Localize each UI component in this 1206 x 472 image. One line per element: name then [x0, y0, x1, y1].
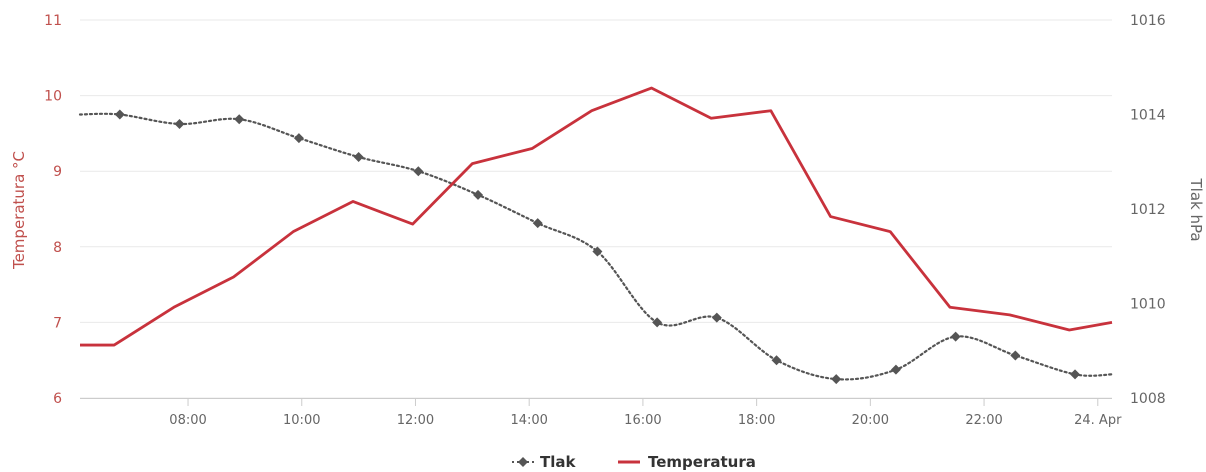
series-temperatura-line [80, 86, 1113, 347]
right-axis-title: Tlak hPa [1187, 177, 1205, 241]
right-axis-ticks: 1008 1010 1012 1014 1016 [1130, 13, 1166, 407]
x-axis-ticks: 08:00 10:00 12:00 14:00 16:00 18:00 20:00 22:00… [169, 398, 1122, 428]
left-tick-label: 10 [44, 89, 62, 105]
legend-item-temperatura[interactable]: Temperatura [618, 453, 756, 471]
right-tick-label: 1010 [1130, 297, 1166, 313]
series-tlak-point[interactable] [652, 317, 663, 328]
legend-tlak-marker [518, 457, 528, 467]
series-tlak-point[interactable] [771, 355, 782, 366]
legend-temperatura-label: Temperatura [648, 453, 756, 471]
left-tick-label: 8 [53, 240, 62, 256]
series-tlak-point[interactable] [293, 133, 304, 144]
right-tick-label: 1008 [1130, 391, 1166, 407]
x-tick-label: 16:00 [624, 413, 661, 428]
series-layer [78, 86, 1114, 385]
left-axis-ticks: 6 7 8 9 10 11 [44, 13, 62, 407]
left-axis-title: Temperatura °C [10, 151, 28, 270]
series-tlak-point[interactable] [950, 331, 961, 342]
series-tlak-point[interactable] [711, 312, 722, 323]
left-tick-label: 7 [53, 315, 62, 331]
left-tick-label: 9 [53, 164, 62, 180]
gridlines [80, 19, 1112, 399]
series-tlak-point[interactable] [532, 218, 543, 229]
x-tick-label: 20:00 [852, 413, 889, 428]
series-tlak-point[interactable] [234, 114, 245, 125]
series-tlak-point[interactable] [174, 118, 185, 129]
x-tick-label: 08:00 [169, 413, 206, 428]
series-tlak-point[interactable] [1070, 369, 1081, 380]
series-tlak-point[interactable] [473, 189, 484, 200]
series-tlak-point[interactable] [1010, 350, 1021, 361]
x-tick-label: 12:00 [397, 413, 434, 428]
left-tick-label: 11 [44, 13, 62, 29]
series-tlak-point[interactable] [114, 109, 125, 120]
series-tlak-point[interactable] [592, 246, 603, 257]
x-tick-label: 24. Apr [1074, 413, 1122, 428]
legend: Tlak Temperatura [512, 453, 756, 471]
x-tick-label: 18:00 [738, 413, 775, 428]
legend-tlak-label: Tlak [540, 453, 576, 471]
x-tick-label: 10:00 [283, 413, 320, 428]
series-tlak-point[interactable] [413, 166, 424, 177]
left-tick-label: 6 [53, 391, 62, 407]
right-tick-label: 1016 [1130, 13, 1166, 29]
series-tlak-point[interactable] [890, 364, 901, 375]
legend-item-tlak[interactable]: Tlak [512, 453, 576, 471]
right-tick-label: 1014 [1130, 108, 1166, 124]
right-tick-label: 1012 [1130, 202, 1166, 218]
x-tick-label: 22:00 [965, 413, 1002, 428]
series-tlak-point[interactable] [831, 374, 842, 385]
x-tick-label: 14:00 [510, 413, 547, 428]
series-tlak-point[interactable] [353, 152, 364, 163]
